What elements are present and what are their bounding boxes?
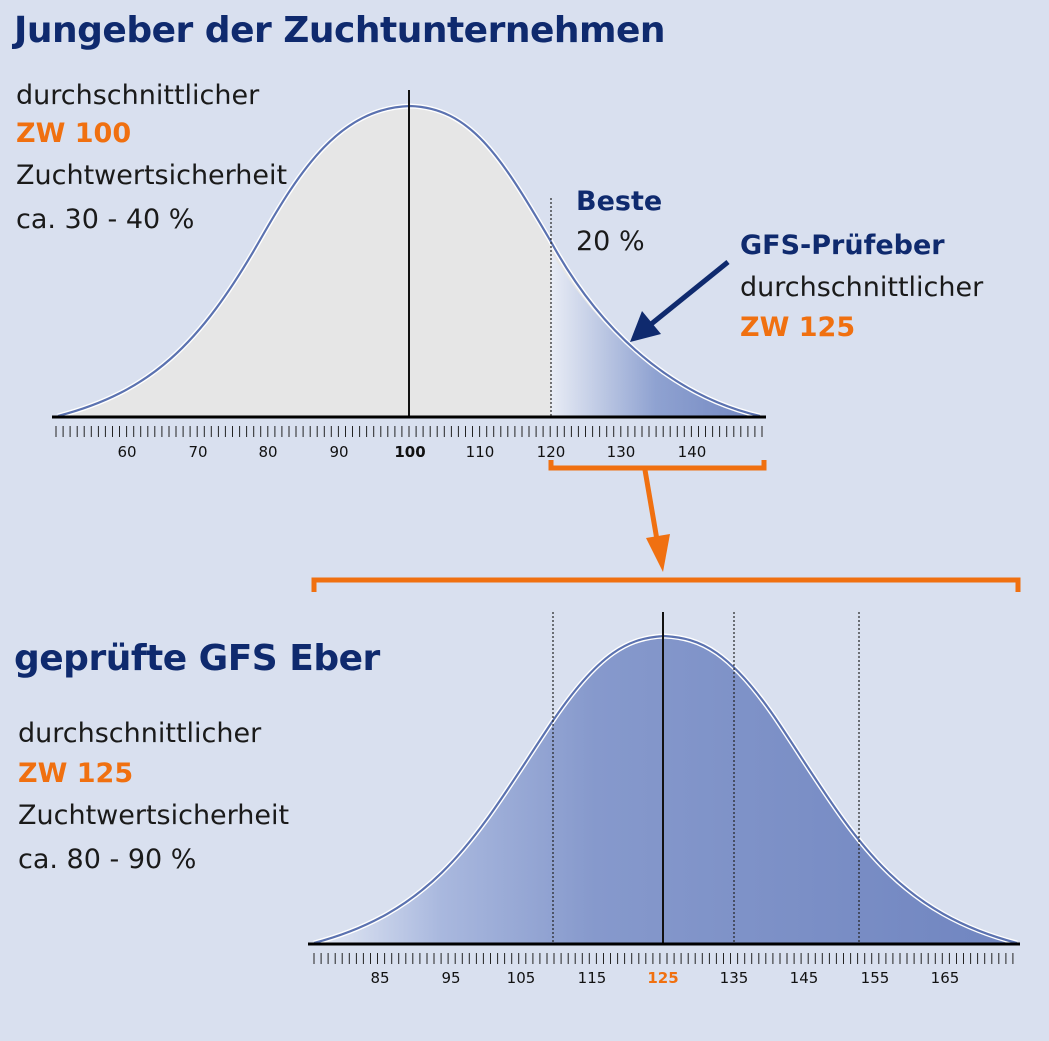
bottom-tick-label: 155 xyxy=(861,969,890,987)
bottom-axis-ticks xyxy=(313,953,1014,964)
bottom-tick-label: 85 xyxy=(370,969,389,987)
bottom-tick-label: 125 xyxy=(647,969,678,987)
bottom-title: geprüfte GFS Eber xyxy=(14,638,380,679)
pruefeber-arrow-shaft xyxy=(648,260,730,327)
pruefeber-line2: durchschnittlicher xyxy=(740,272,984,303)
top-desc-line4: ca. 30 - 40 % xyxy=(16,204,195,235)
bottom-desc-line3: Zuchtwertsicherheit xyxy=(18,800,290,831)
pruefeber-zw: ZW 125 xyxy=(740,312,856,343)
top-tick-label: 90 xyxy=(329,443,348,461)
bottom-tick-label: 105 xyxy=(507,969,536,987)
bottom-tick-label: 135 xyxy=(720,969,749,987)
top-desc-line1: durchschnittlicher xyxy=(16,80,260,111)
top-tail-fill xyxy=(551,252,760,416)
top-zw: ZW 100 xyxy=(16,118,132,149)
pruefeber-title: GFS-Prüfeber xyxy=(740,230,945,261)
bottom-tick-label: 145 xyxy=(790,969,819,987)
pruefeber-arrow-head xyxy=(630,311,661,342)
top-tick-label: 70 xyxy=(188,443,207,461)
top-tick-label: 120 xyxy=(537,443,566,461)
top-title: Jungeber der Zuchtunternehmen xyxy=(14,10,666,51)
beste-value: 20 % xyxy=(576,226,645,257)
bottom-tick-label: 95 xyxy=(441,969,460,987)
top-tick-label: 60 xyxy=(117,443,136,461)
selection-bracket-bottom xyxy=(311,577,1021,592)
selection-arrow-head xyxy=(646,534,670,572)
top-curve-outline xyxy=(57,104,761,418)
selection-arrow-shaft xyxy=(642,469,660,541)
selection-bracket-top xyxy=(548,460,767,471)
top-desc-line3: Zuchtwertsicherheit xyxy=(16,160,288,191)
top-tick-label: 80 xyxy=(258,443,277,461)
top-axis-labels: 60 70 80 90 100 110 120 130 140 xyxy=(117,443,706,461)
bottom-curve-fill xyxy=(314,636,1017,943)
bottom-tick-label: 165 xyxy=(931,969,960,987)
bottom-tick-label: 115 xyxy=(578,969,607,987)
top-tick-label: 130 xyxy=(607,443,636,461)
bottom-desc-line1: durchschnittlicher xyxy=(18,718,262,749)
bottom-zw: ZW 125 xyxy=(18,758,134,789)
top-tick-label: 110 xyxy=(466,443,495,461)
bottom-axis-labels: 85 95 105 115 125 135 145 155 165 xyxy=(370,969,959,987)
beste-label: Beste xyxy=(576,186,663,217)
top-tick-label: 100 xyxy=(394,443,425,461)
bottom-desc-line4: ca. 80 - 90 % xyxy=(18,844,197,875)
top-tick-label: 140 xyxy=(678,443,707,461)
top-axis-ticks xyxy=(55,426,763,437)
